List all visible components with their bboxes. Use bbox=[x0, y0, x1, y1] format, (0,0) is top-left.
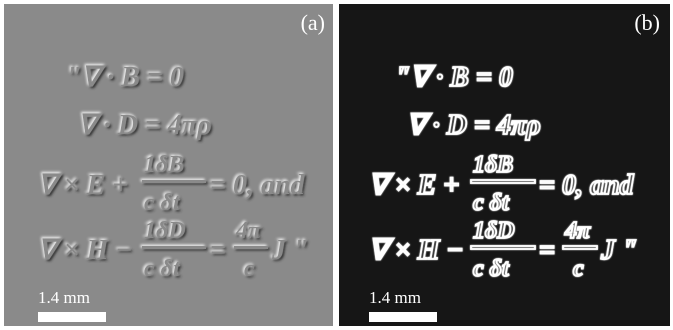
eq4-tail-a: J " bbox=[271, 235, 309, 266]
eq3-lhs-b: ∇ × E + bbox=[369, 170, 459, 201]
panel-b-scale-label: 1.4 mm bbox=[369, 288, 421, 307]
eq4-den1-a: c δt bbox=[144, 256, 181, 282]
panel-b-scale-bar-line bbox=[369, 312, 437, 322]
eq4-fracbar2-a bbox=[234, 246, 268, 249]
eq4-den1-b: c δt bbox=[473, 256, 510, 282]
eq3-num-b: 1δB bbox=[473, 152, 513, 178]
eq3-fracbar-b bbox=[470, 179, 536, 184]
panel-a-embossed: (a) "∇ · B = 0 ∇ · D = 4πρ ∇ × E + 1δB c… bbox=[4, 4, 333, 326]
eq2-a: ∇ · D = 4πρ bbox=[78, 110, 212, 141]
eq3-den-a: c δt bbox=[144, 190, 181, 216]
eq4-fracbar2-b bbox=[562, 245, 598, 250]
eq4-num1-b: 1δD bbox=[473, 218, 515, 244]
eq4-num2-a: 4π bbox=[235, 218, 262, 244]
panel-a-scale-bar: 1.4 mm bbox=[38, 288, 106, 322]
eq4-lhs-a: ∇ × H − bbox=[38, 235, 132, 266]
eq4-tail-b: J " bbox=[600, 235, 638, 266]
eq3-fracbar-a bbox=[142, 180, 206, 183]
eq4-den2-a: c bbox=[244, 256, 255, 282]
eq4-fracbar1-a bbox=[142, 246, 206, 249]
eq1-b: "∇ · B = 0 bbox=[395, 62, 513, 93]
panel-a-scale-bar-line bbox=[38, 312, 106, 322]
panel-a-scale-label: 1.4 mm bbox=[38, 288, 90, 307]
panel-a-equations: "∇ · B = 0 ∇ · D = 4πρ ∇ × E + 1δB c δt … bbox=[38, 62, 309, 282]
eq4-lhs-b: ∇ × H − bbox=[369, 235, 463, 266]
eq4-fracbar1-b bbox=[470, 245, 536, 250]
panel-b-edge-outline: (b) "∇ · B = 0 ∇ · D = 4πρ ∇ × E + 1δB c… bbox=[339, 4, 670, 326]
eq3-rhs-a: = 0, and bbox=[210, 170, 306, 201]
eq3-num-a: 1δB bbox=[144, 152, 184, 178]
eq3-lhs-a: ∇ × E + bbox=[38, 170, 128, 201]
panel-a-tag: (a) bbox=[300, 10, 325, 35]
panel-b-tag: (b) bbox=[634, 10, 660, 35]
panel-b-equations: "∇ · B = 0 ∇ · D = 4πρ ∇ × E + 1δB c δt … bbox=[368, 61, 638, 283]
eq3-den-b: c δt bbox=[473, 190, 510, 216]
eq4-eq-a: = bbox=[210, 235, 226, 266]
panel-b-scale-bar: 1.4 mm bbox=[369, 288, 437, 322]
eq2-b: ∇ · D = 4πρ bbox=[407, 110, 541, 141]
eq4-eq-b: = bbox=[539, 235, 555, 266]
eq4-num2-b: 4π bbox=[564, 218, 591, 244]
eq4-num1-a: 1δD bbox=[144, 218, 186, 244]
eq3-rhs-b: = 0, and bbox=[539, 170, 635, 201]
eq1-a: "∇ · B = 0 bbox=[66, 62, 184, 93]
eq4-den2-b: c bbox=[573, 256, 584, 282]
